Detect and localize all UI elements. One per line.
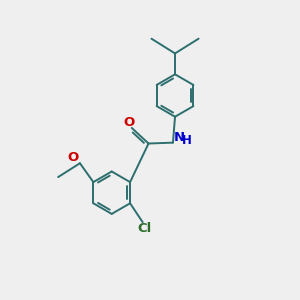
Text: O: O [68, 152, 79, 164]
Text: O: O [124, 116, 135, 129]
Text: H: H [182, 134, 192, 147]
Text: Cl: Cl [137, 222, 151, 235]
Text: N: N [174, 131, 185, 144]
